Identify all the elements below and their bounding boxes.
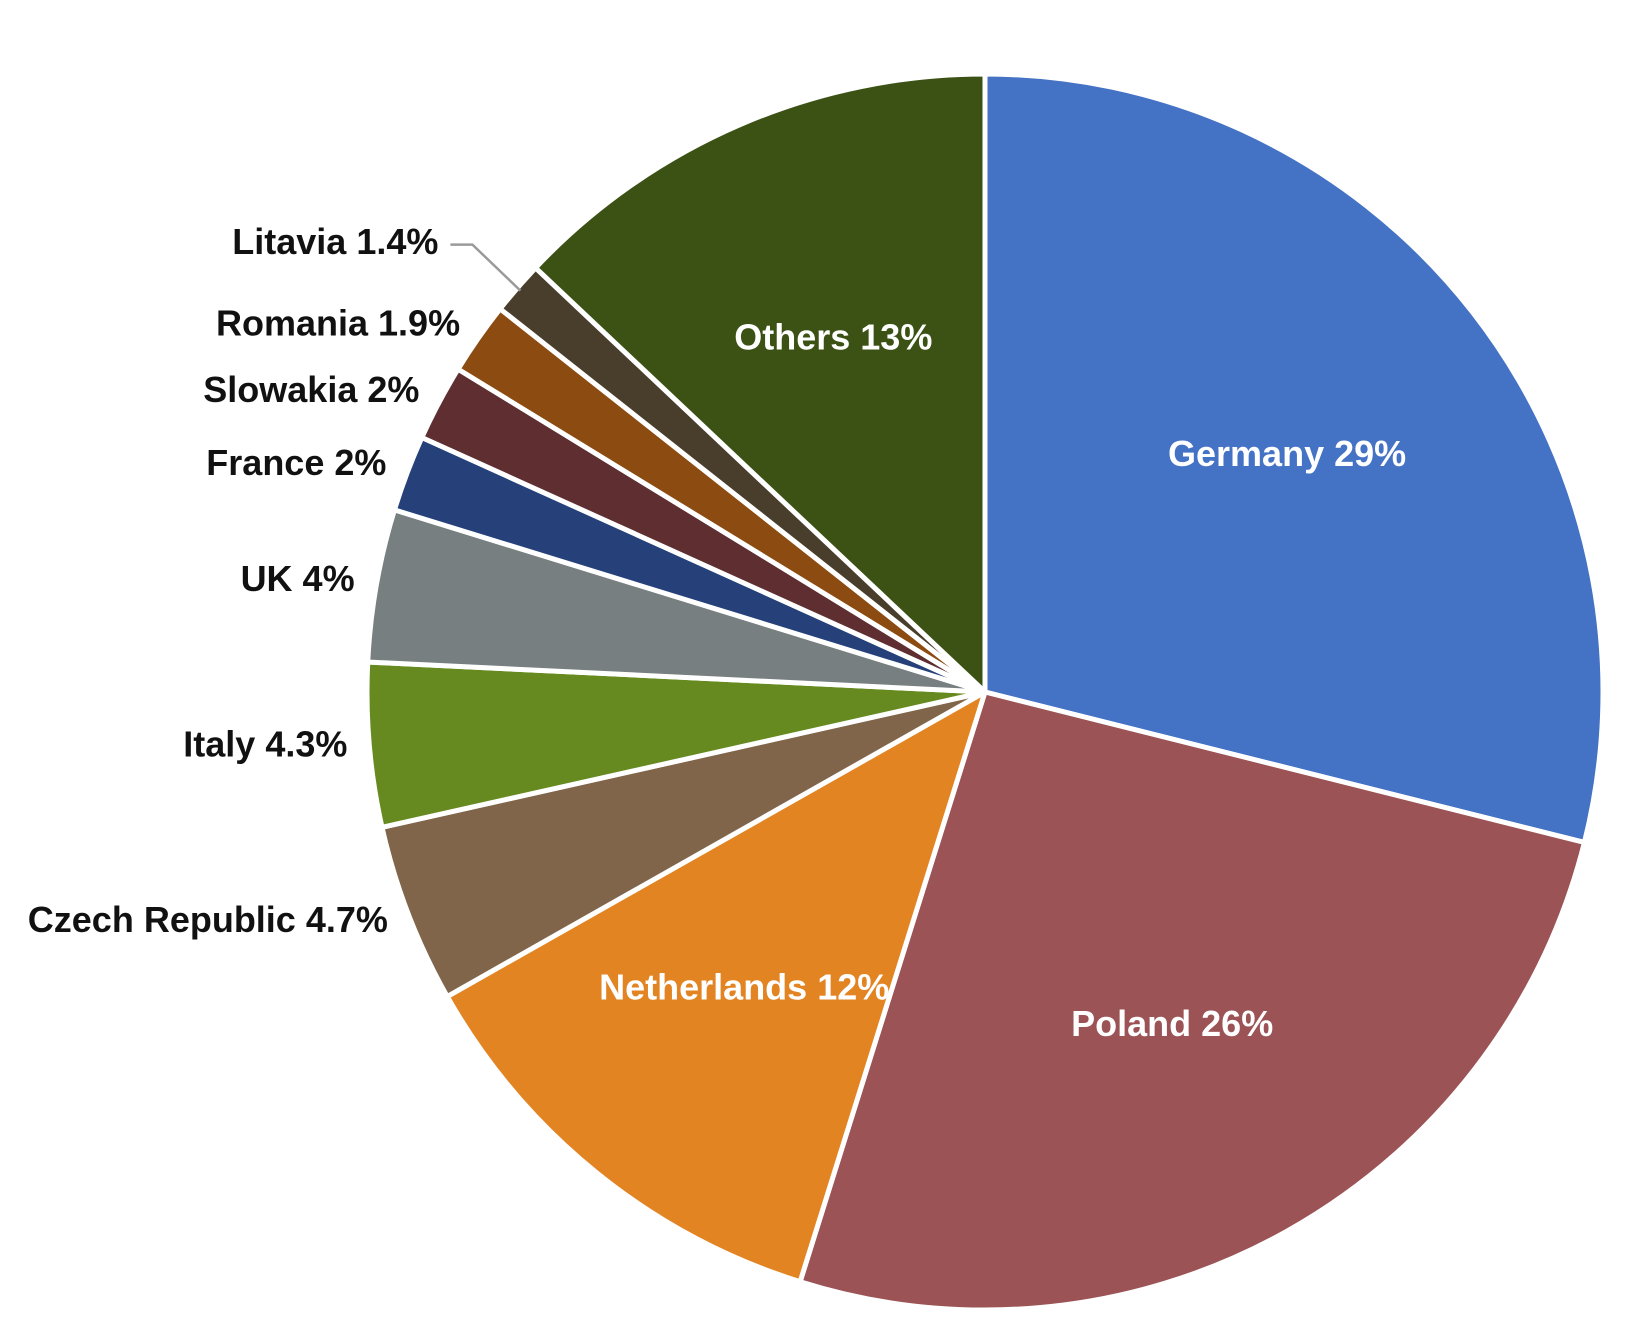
pie-slice-germany — [982, 71, 1606, 845]
slice-label-romania: Romania 1.9% — [216, 302, 460, 343]
pie-slice-others — [533, 71, 988, 695]
leader-line-litavia — [450, 243, 522, 292]
pie-slice-poland — [797, 689, 1587, 1313]
slice-label-slowakia: Slowakia 2% — [203, 369, 419, 410]
pie-slice-czech-republic — [379, 689, 988, 1000]
slice-label-poland: Poland 26% — [1071, 1003, 1273, 1044]
slice-labels: Germany 29% Poland 26% Netherlands 12% Czec… — [28, 221, 1406, 1044]
pie-slice-netherlands — [444, 689, 988, 1285]
slice-label-italy: Italy 4.3% — [183, 724, 347, 765]
pie-slice-italy — [364, 659, 988, 830]
slice-label-czech-republic: Czech Republic 4.7% — [28, 899, 388, 940]
slice-label-litavia: Litavia 1.4% — [232, 221, 438, 262]
slice-label-france: France 2% — [206, 442, 386, 483]
slice-label-netherlands: Netherlands 12% — [599, 967, 889, 1008]
slice-label-germany: Germany 29% — [1168, 433, 1406, 474]
slice-label-others: Others 13% — [734, 317, 932, 358]
pie-slices — [364, 71, 1606, 1313]
slice-label-uk: UK 4% — [241, 558, 355, 599]
leader-lines — [450, 243, 522, 292]
